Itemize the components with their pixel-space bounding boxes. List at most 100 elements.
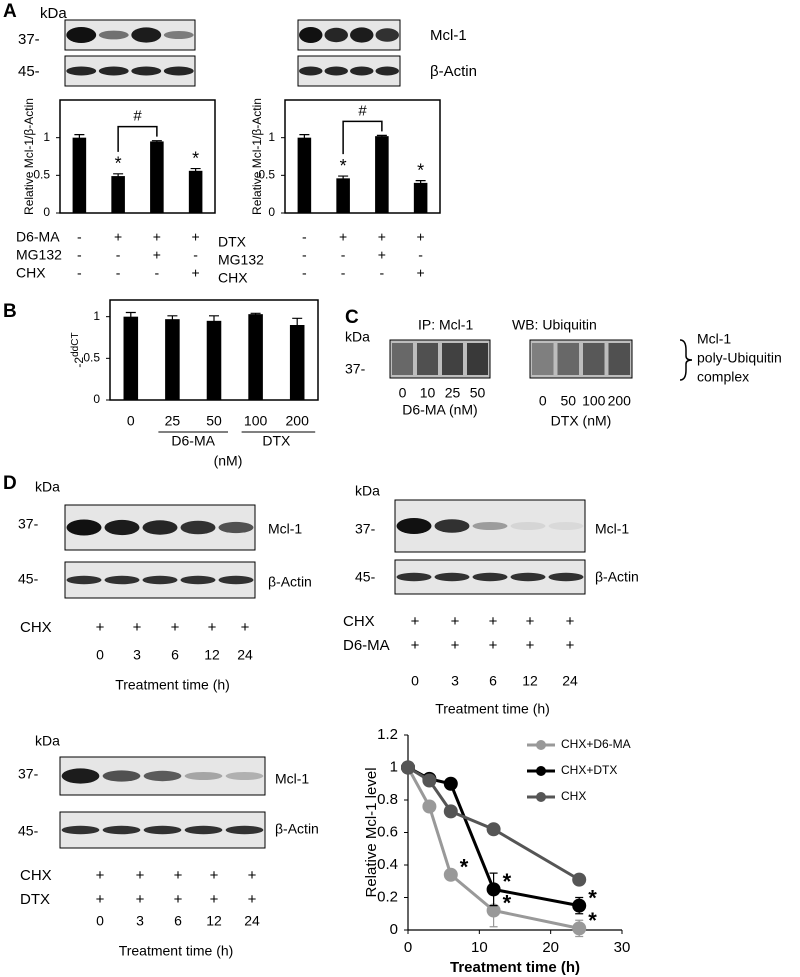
y-axis-label: Relative Mcl-1/β-Actin bbox=[250, 98, 264, 215]
time-label: 0 bbox=[96, 647, 104, 663]
treatment-name: D6-MA bbox=[343, 637, 390, 654]
marker-label: 37- bbox=[355, 521, 376, 537]
y-axis-label: -2ddCT bbox=[70, 332, 87, 367]
band bbox=[434, 572, 470, 582]
treatment-sign: + bbox=[136, 891, 145, 908]
y-tick-label: 1.2 bbox=[377, 726, 398, 743]
band bbox=[180, 575, 216, 585]
band bbox=[142, 520, 178, 535]
time-label: 24 bbox=[562, 673, 578, 689]
band bbox=[142, 575, 178, 585]
time-axis-label: Treatment time (h) bbox=[115, 677, 230, 693]
treatment-sign: - bbox=[116, 247, 121, 263]
treatment-sign: - bbox=[77, 265, 82, 281]
protein-label: Mcl-1 bbox=[595, 521, 629, 537]
kda-label: kDa bbox=[35, 733, 60, 749]
band bbox=[472, 572, 508, 582]
band bbox=[225, 772, 264, 780]
y-tick-label: 1 bbox=[93, 309, 100, 323]
marker-label: 37- bbox=[18, 766, 39, 782]
treatment-sign: + bbox=[378, 229, 386, 245]
bar bbox=[72, 137, 87, 213]
bar bbox=[413, 182, 428, 213]
treatment-sign: + bbox=[378, 247, 386, 263]
treatment-sign: + bbox=[248, 867, 257, 884]
treatment-sign: - bbox=[418, 247, 423, 263]
y-axis-label-base: -2 bbox=[72, 357, 86, 368]
treatment-sign: + bbox=[566, 637, 575, 654]
protein-label: β-Actin bbox=[595, 569, 639, 585]
treatment-sign: - bbox=[193, 247, 198, 263]
band bbox=[163, 31, 194, 39]
complex-label: complex bbox=[697, 369, 749, 385]
legend-label: CHX+DTX bbox=[561, 763, 617, 777]
comparison-label: # bbox=[358, 102, 367, 119]
treatment-sign: + bbox=[210, 891, 219, 908]
x-tick-label: 50 bbox=[206, 413, 222, 429]
lane-label: 0 bbox=[399, 385, 407, 401]
significance-mark: * bbox=[503, 869, 512, 894]
significance-mark: * bbox=[417, 160, 424, 180]
treatment-sign: + bbox=[208, 619, 217, 636]
point bbox=[443, 804, 458, 819]
band bbox=[299, 66, 323, 76]
bar bbox=[206, 320, 222, 400]
treatment-sign: + bbox=[451, 613, 460, 630]
bar bbox=[150, 141, 164, 213]
protein-label: β-Actin bbox=[275, 821, 319, 837]
y-tick-label: 0.2 bbox=[377, 888, 398, 905]
legend-marker bbox=[536, 792, 546, 802]
time-label: 24 bbox=[244, 913, 260, 929]
band bbox=[98, 30, 129, 40]
x-tick-label: 25 bbox=[165, 413, 181, 429]
protein-label: Mcl-1 bbox=[430, 27, 467, 44]
y-tick-label: 0.5 bbox=[83, 351, 100, 365]
lane-label: 100 bbox=[582, 393, 606, 409]
marker-label: 37- bbox=[18, 31, 40, 48]
treatment-sign: + bbox=[96, 619, 105, 636]
treatment-name: CHX bbox=[20, 867, 52, 884]
point bbox=[443, 867, 458, 882]
x-axis-label: Treatment time (h) bbox=[450, 959, 580, 976]
smear bbox=[608, 343, 630, 375]
time-label: 6 bbox=[489, 673, 497, 689]
treatment-sign: + bbox=[174, 891, 183, 908]
legend-marker bbox=[536, 740, 546, 750]
x-tick-label: 30 bbox=[614, 939, 631, 956]
marker-label: 45- bbox=[18, 571, 39, 587]
protein-label: β-Actin bbox=[268, 574, 312, 590]
treatment-sign: - bbox=[341, 265, 346, 281]
band bbox=[375, 28, 399, 42]
significance-mark: * bbox=[503, 890, 512, 915]
treatment-sign: + bbox=[489, 637, 498, 654]
significance-mark: * bbox=[340, 156, 347, 176]
band bbox=[131, 66, 162, 76]
band bbox=[131, 27, 162, 43]
band bbox=[324, 66, 348, 76]
bar bbox=[188, 170, 203, 213]
band bbox=[180, 520, 216, 535]
band bbox=[548, 522, 584, 530]
time-label: 0 bbox=[96, 913, 104, 929]
band bbox=[104, 575, 140, 585]
band bbox=[184, 772, 223, 780]
y-tick-label: 0.6 bbox=[377, 823, 398, 840]
marker-label: 45- bbox=[18, 823, 39, 839]
smear bbox=[532, 343, 554, 375]
brace bbox=[679, 339, 693, 381]
y-tick-label: 1 bbox=[43, 130, 50, 144]
smear bbox=[442, 343, 463, 375]
comparison-bracket bbox=[117, 125, 158, 152]
time-label: 3 bbox=[136, 913, 144, 929]
lane-label: 50 bbox=[470, 385, 486, 401]
treatment-name: CHX bbox=[218, 270, 248, 286]
marker-label: 45- bbox=[18, 63, 40, 80]
treatment-sign: + bbox=[153, 229, 161, 245]
treatment-sign: + bbox=[417, 229, 425, 245]
x-tick-label: 200 bbox=[286, 413, 310, 429]
time-axis-label: Treatment time (h) bbox=[119, 943, 234, 959]
significance-mark: * bbox=[588, 885, 597, 910]
band bbox=[102, 770, 141, 782]
